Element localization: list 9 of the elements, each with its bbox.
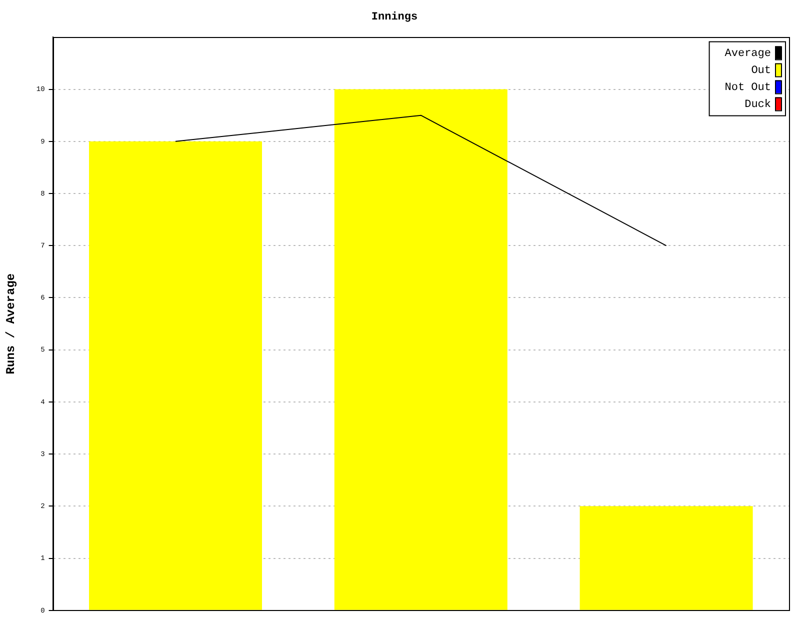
y-axis-title: Runs / Average — [4, 273, 18, 374]
legend-label: Average — [724, 48, 771, 60]
chart-title: Innings — [371, 11, 418, 24]
bar — [580, 506, 753, 610]
bar — [89, 141, 262, 610]
legend-label: Duck — [744, 99, 772, 112]
legend-label: Out — [751, 65, 771, 78]
legend-label: Not Out — [724, 82, 771, 94]
bar — [334, 89, 508, 610]
